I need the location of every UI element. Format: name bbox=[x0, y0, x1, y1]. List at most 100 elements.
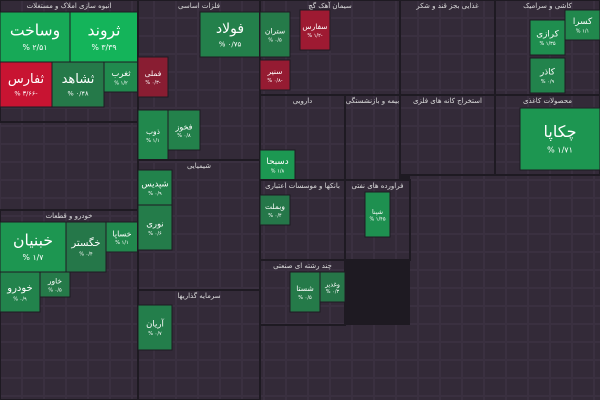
tile-name: کسرا bbox=[573, 17, 593, 27]
tile-name: فملی bbox=[145, 69, 162, 78]
tile bbox=[529, 57, 566, 94]
tile-name: شستا bbox=[296, 284, 314, 293]
tile-value: ۱/۳۵ % bbox=[539, 41, 555, 47]
sector-title: استخراج کانه های فلزی bbox=[413, 97, 482, 105]
tile-name: ثروند bbox=[87, 21, 120, 40]
tile bbox=[51, 61, 105, 108]
tile-name: شپدیس bbox=[141, 180, 168, 190]
tile bbox=[0, 221, 67, 273]
tile bbox=[519, 107, 600, 171]
tile bbox=[259, 11, 291, 58]
tile-value: ۰/۹ % bbox=[13, 297, 27, 303]
tile-value: ۱/۸ % bbox=[271, 169, 285, 175]
tile-value: ۱/۱ % bbox=[146, 138, 159, 144]
tile bbox=[0, 11, 71, 63]
tile bbox=[199, 11, 261, 58]
tile-name: دسبحا bbox=[266, 157, 288, 167]
tile-value: ۳/۳۹ % bbox=[91, 43, 116, 52]
tile-value: -۱/۲ % bbox=[307, 33, 322, 39]
tile-value: ۰/۶ % bbox=[148, 231, 162, 237]
tile-name: سنیر bbox=[267, 67, 283, 76]
tile-name: وساخت bbox=[10, 21, 60, 40]
tile-name: خاور bbox=[47, 277, 63, 286]
sector-title: خودرو و قطعات bbox=[46, 212, 93, 220]
tile-name: آریان bbox=[146, 318, 164, 330]
tile bbox=[299, 9, 331, 51]
tile-value: -۰/۳ % bbox=[145, 80, 160, 86]
tile bbox=[259, 194, 291, 226]
sector-title: شیمیایی bbox=[187, 162, 211, 170]
tile-value: ۱/۷۱ % bbox=[547, 146, 573, 155]
tile-name: چکاپا bbox=[544, 122, 577, 142]
tile bbox=[137, 169, 173, 206]
tile-value: ۰/۷۵ % bbox=[219, 39, 242, 48]
tile bbox=[364, 191, 391, 238]
tile-name: ثغرب bbox=[111, 69, 131, 79]
filler-area bbox=[410, 175, 600, 400]
tile-value: ۱/۱ % bbox=[576, 29, 589, 35]
tile-name: کرازی bbox=[536, 30, 559, 40]
tile bbox=[137, 109, 169, 161]
tile-value: ۱/۴۵ % bbox=[369, 216, 385, 222]
tile-name: خودرو bbox=[6, 283, 32, 294]
tile-value: ۱/۲ % bbox=[114, 80, 128, 86]
tile-value: ۰/۵ % bbox=[48, 287, 62, 293]
tile-name: فخوز bbox=[175, 122, 193, 131]
tile bbox=[259, 59, 291, 91]
tile-name: شپنا bbox=[372, 209, 383, 216]
tile-name: وغدیر bbox=[324, 282, 340, 289]
tile bbox=[137, 304, 173, 351]
sector-title: انبوه سازی املاک و مستغلات bbox=[27, 2, 112, 10]
sector-title: بانکها و موسسات اعتباری bbox=[265, 182, 340, 190]
tile-value: ۰/۹ % bbox=[541, 79, 555, 85]
sector-title: بیمه و بازنشستگی bbox=[346, 96, 399, 105]
tile-name: خبنیان bbox=[13, 231, 53, 249]
tile-name: ذوب bbox=[146, 127, 160, 136]
tile-value: ۱/۱ % bbox=[115, 240, 128, 246]
sector bbox=[399, 0, 496, 96]
sector-title: سیمان آهک گچ bbox=[308, 1, 352, 10]
tile bbox=[69, 11, 139, 63]
tile-name: ثفارس bbox=[8, 72, 45, 87]
tile-name: فولاد bbox=[216, 21, 244, 37]
sector bbox=[399, 94, 496, 176]
tile-value: ۰/۷ % bbox=[148, 331, 162, 337]
tile-name: خساپا bbox=[112, 229, 131, 238]
tile bbox=[137, 204, 173, 251]
filler-area bbox=[260, 325, 410, 400]
sector-title: غذایی بجز قند و شکر bbox=[415, 2, 479, 10]
tile bbox=[289, 271, 321, 313]
tile-value: ۰/۸ % bbox=[177, 133, 191, 139]
sector-title: محصولات کاغذی bbox=[523, 97, 572, 105]
tile bbox=[105, 221, 139, 253]
tile-name: نوری bbox=[146, 220, 164, 230]
tile-name: ثشاهد bbox=[62, 72, 95, 87]
tile-name: کاذر bbox=[539, 68, 556, 78]
sector-title: فراورده های نفتی bbox=[352, 182, 404, 190]
sector bbox=[344, 94, 401, 181]
tile bbox=[167, 109, 201, 151]
tile-name: خگستر bbox=[70, 237, 100, 249]
tile-value: ۲/۵۱ % bbox=[22, 43, 47, 52]
tile-name: ستران bbox=[265, 27, 285, 36]
filler-area bbox=[0, 122, 138, 210]
tile-value: ۱/۷ % bbox=[23, 253, 44, 262]
tile-value: ۰/۵ % bbox=[298, 295, 312, 301]
sector-title: چند رشته ای صنعتی bbox=[273, 262, 332, 270]
sector-title: سرمایه گذاریها bbox=[177, 291, 220, 300]
tile bbox=[564, 9, 600, 41]
tile-value: ۰/۴ % bbox=[79, 252, 93, 258]
tile-name: سفارس bbox=[302, 22, 327, 31]
tile-value: ۰/۳ % bbox=[326, 289, 340, 295]
tile-value: -۳/۶۶ % bbox=[14, 90, 38, 98]
sector-title: دارویی bbox=[293, 97, 313, 105]
tile bbox=[137, 56, 169, 98]
tile-value: ۰/۹ % bbox=[148, 191, 162, 197]
tile-value: ۰/۴۸ % bbox=[68, 90, 89, 98]
tile bbox=[319, 271, 346, 303]
tile-value: ۰/۴ % bbox=[268, 213, 282, 219]
tile bbox=[0, 271, 41, 313]
sector-title: فلزات اساسی bbox=[178, 2, 220, 10]
tile-name: وبملت bbox=[265, 202, 285, 211]
sector-title: کاشی و سرامیک bbox=[523, 2, 572, 10]
